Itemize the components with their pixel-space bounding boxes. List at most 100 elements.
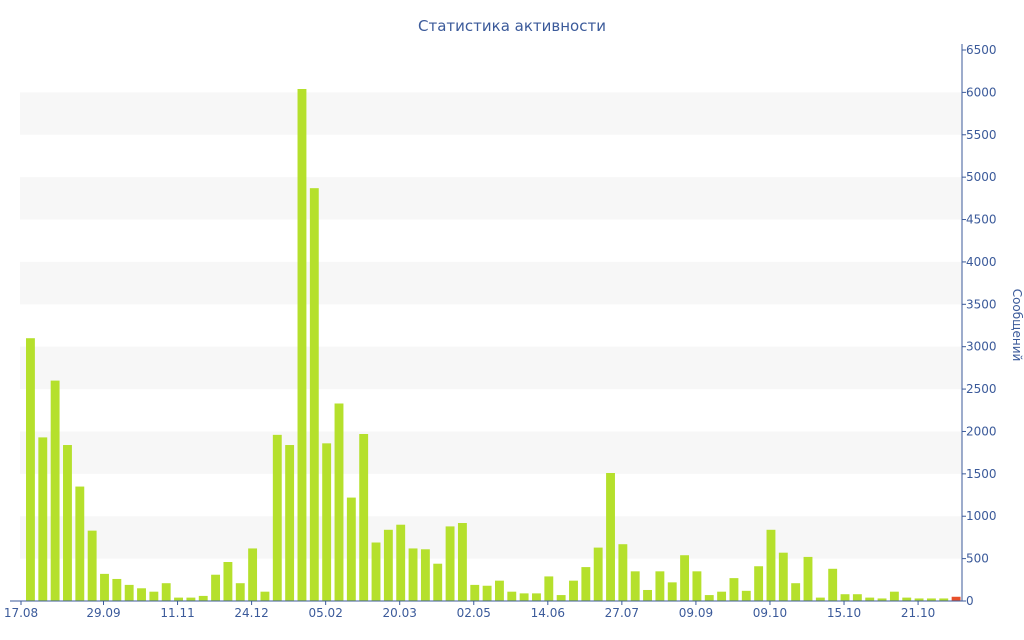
bar [877,598,887,601]
grid-band [20,431,962,474]
y-tick-label: 500 [966,552,989,566]
bar [186,597,196,601]
x-tick-label: 15.10 [827,606,861,620]
bar [556,595,566,601]
bar-series [26,88,961,602]
bar [704,595,714,601]
bar [396,524,406,601]
bar [420,549,430,601]
bar [346,497,356,601]
bar [939,598,949,601]
grid-band [20,261,962,305]
x-tick-label: 20.03 [383,606,417,620]
bar [50,380,60,601]
y-tick-label: 5000 [966,170,997,184]
bar [470,584,480,601]
bar [285,445,295,601]
x-tick-label: 21.10 [901,606,935,620]
bar [149,591,159,601]
bar [889,591,899,601]
x-tick-label: 29.09 [86,606,120,620]
bar [618,544,628,601]
bar [680,555,690,601]
y-tick-label: 3000 [966,340,997,354]
grid-band [20,516,962,559]
bar [174,597,183,601]
bar [507,591,517,601]
bar [297,88,307,602]
x-tick-label: 05.02 [308,606,342,620]
bar [124,584,134,601]
bar [248,548,258,601]
bar [322,443,332,601]
y-tick-label: 1000 [966,509,997,523]
bar [408,548,418,601]
bar [482,585,492,601]
bar [211,574,221,601]
bar [75,486,85,601]
x-tick-label: 09.09 [679,606,713,620]
y-tick-label: 6000 [966,85,997,99]
y-tick-label: 2500 [966,382,997,396]
grid-band [20,346,962,390]
bar [260,591,270,601]
bar [371,542,381,601]
bar [63,445,72,601]
x-tick-label: 11.11 [160,606,194,620]
bar [840,594,850,601]
x-tick-label: 27.07 [605,606,639,620]
x-tick-label: 24.12 [234,606,268,620]
bar [593,547,603,601]
bar [630,571,640,601]
y-tick-label: 6500 [966,43,997,57]
bar [38,437,48,601]
bar [667,582,677,601]
bar [359,434,369,601]
chart-title: Статистика активности [418,17,606,35]
y-tick-label: 0 [966,594,974,608]
bar [137,588,146,601]
bar [161,583,171,601]
bar [828,568,838,601]
bar [643,589,652,601]
bar [926,598,936,601]
bar [717,591,727,601]
bar [865,597,875,601]
bar [445,526,455,601]
y-tick-label: 3500 [966,297,997,311]
bar [852,594,862,601]
x-tick-label: 14.06 [531,606,565,620]
bar [198,595,208,601]
y-tick-label: 5500 [966,128,997,142]
y-tick-label: 2000 [966,424,997,438]
bar [815,597,825,601]
bar [87,530,97,601]
bar [902,597,912,601]
bar [272,434,282,601]
x-tick-label: 02.05 [457,606,491,620]
grid-band [20,92,962,135]
bar [791,583,801,601]
y-ticks: 0 500 1000 1500 2000 2500 3000 3500 4000 4500 5000… [962,43,997,608]
bar [569,580,578,601]
bar [223,562,233,601]
bar [754,566,764,601]
axes [10,44,963,602]
y-tick-label: 1500 [966,467,997,481]
bar [309,188,319,602]
grid-bands [20,92,962,559]
y-axis-label: Сообщений [1010,289,1024,362]
bar [100,573,109,601]
bar [532,593,541,601]
bar [544,576,554,601]
y-tick-label: 4500 [966,213,997,227]
bar [26,338,35,601]
grid-band [20,177,962,220]
bar [606,472,615,601]
bar [741,590,751,601]
bar [334,403,344,601]
bar [433,563,443,601]
bar [778,552,788,601]
